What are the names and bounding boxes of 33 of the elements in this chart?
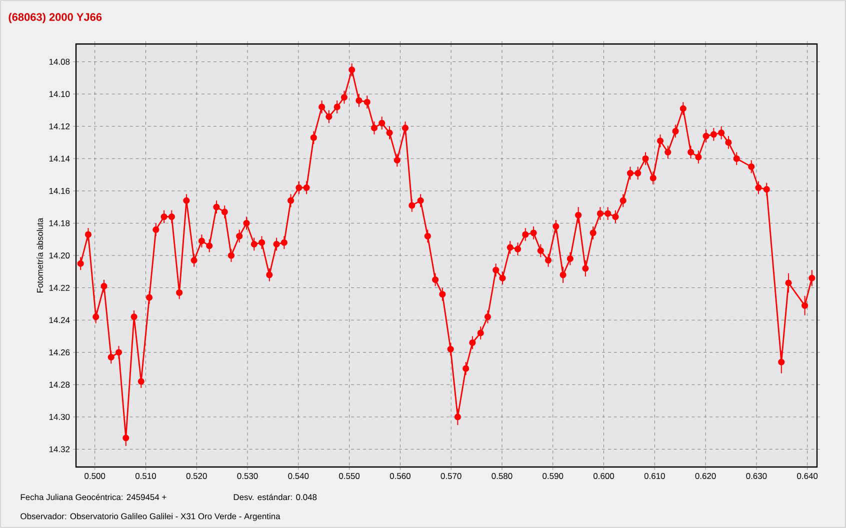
- y-tick-label: 14.24: [49, 317, 70, 324]
- x-tick-label: 0.590: [542, 473, 564, 480]
- y-tick-label: 14.10: [49, 91, 70, 98]
- chart-title: (68063) 2000 YJ66: [8, 12, 102, 24]
- x-tick-label: 0.520: [186, 473, 207, 480]
- x-tick-label: 0.620: [695, 473, 716, 480]
- y-tick-label: 14.30: [49, 414, 70, 420]
- text: Desv. estándar: 0.048: [234, 494, 317, 500]
- text: Observador: Observatorio Galileo Galilei - X31 Oro Verde - Argentina: [20, 513, 280, 521]
- y-tick-label: 14.22: [49, 284, 70, 291]
- x-tick-label: 0.640: [797, 473, 818, 480]
- x-tick-label: 0.540: [288, 473, 309, 480]
- y-axis-title: Fotometría absoluta: [36, 218, 43, 292]
- x-tick-label: 0.550: [339, 473, 360, 480]
- y-tick-label: 14.18: [49, 220, 70, 226]
- x-tick-label: 0.500: [84, 473, 106, 480]
- y-tick-label: 14.14: [49, 156, 70, 162]
- y-tick-label: 14.08: [49, 58, 70, 65]
- y-tick-label: 14.16: [49, 188, 70, 194]
- y-tick-label: 14.26: [49, 349, 70, 356]
- x-tick-label: 0.560: [390, 473, 410, 480]
- y-tick-label: 14.28: [49, 382, 70, 388]
- x-tick-label: 0.510: [135, 473, 156, 480]
- text: Fecha Juliana Geocéntrica: 2459454 +: [20, 494, 166, 500]
- x-tick-label: 0.570: [440, 473, 462, 480]
- x-tick-label: 0.600: [594, 473, 614, 480]
- x-tick-label: 0.610: [644, 473, 665, 480]
- x-tick-label: 0.530: [237, 473, 258, 480]
- x-tick-label: 0.580: [492, 473, 512, 480]
- y-tick-label: 14.32: [49, 446, 70, 452]
- y-tick-label: 14.20: [49, 252, 70, 258]
- y-tick-label: 14.12: [49, 123, 70, 130]
- x-tick-label: 0.630: [746, 473, 767, 480]
